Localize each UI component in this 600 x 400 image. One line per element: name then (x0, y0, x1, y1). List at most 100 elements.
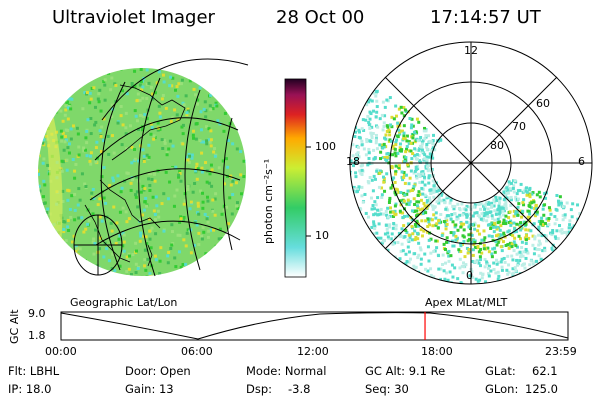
aurora-pixel (385, 152, 389, 156)
image-pixel (220, 237, 224, 241)
image-pixel (57, 251, 61, 255)
image-pixel (40, 274, 44, 276)
image-pixel (68, 249, 72, 253)
aurora-pixel (537, 233, 541, 237)
aurora-pixel (397, 107, 401, 111)
aurora-pixel (491, 284, 494, 287)
image-pixel (243, 115, 246, 119)
aurora-pixel (392, 117, 396, 121)
aurora-pixel (570, 215, 574, 219)
aurora-pixel (399, 129, 403, 133)
image-pixel (139, 231, 143, 235)
aurora-pixel (413, 153, 417, 157)
aurora-pixel (460, 202, 464, 206)
aurora-pixel (480, 238, 484, 242)
aurora-pixel (401, 211, 405, 215)
image-pixel (68, 97, 72, 101)
image-pixel (110, 134, 114, 138)
image-pixel (128, 124, 132, 128)
image-pixel (179, 82, 183, 86)
image-pixel (149, 85, 153, 89)
image-pixel (153, 213, 157, 217)
aurora-pixel (433, 188, 437, 192)
image-pixel (218, 227, 222, 231)
aurora-pixel (422, 201, 426, 205)
image-pixel (84, 184, 88, 188)
image-pixel (143, 264, 147, 268)
aurora-pixel (408, 236, 412, 240)
image-pixel (148, 217, 152, 221)
image-pixel (71, 124, 75, 128)
aurora-pixel (388, 133, 392, 137)
aurora-pixel (544, 234, 548, 238)
aurora-pixel (421, 139, 425, 143)
image-pixel (181, 263, 185, 267)
image-pixel (194, 137, 198, 141)
image-pixel (240, 68, 244, 70)
aurora-pixel (531, 191, 535, 195)
aurora-pixel (442, 198, 446, 202)
image-pixel (127, 267, 131, 271)
aurora-pixel (407, 140, 411, 144)
image-pixel (240, 192, 244, 196)
aurora-pixel (370, 136, 374, 140)
image-pixel (52, 89, 56, 93)
image-pixel (185, 111, 189, 115)
image-pixel (112, 205, 116, 209)
aurora-pixel (394, 227, 398, 231)
aurora-pixel (493, 209, 497, 213)
aurora-pixel (382, 125, 386, 129)
aurora-pixel (420, 186, 424, 190)
image-pixel (244, 84, 246, 88)
image-pixel (217, 78, 221, 82)
aurora-pixel (500, 257, 504, 261)
aurora-pixel (443, 201, 447, 205)
image-pixel (239, 257, 243, 261)
aurora-pixel (535, 210, 539, 214)
aurora-pixel (445, 240, 449, 244)
aurora-pixel (429, 267, 433, 271)
image-pixel (69, 127, 73, 131)
lat-label-70: 70 (512, 120, 526, 133)
aurora-pixel (375, 90, 379, 94)
aurora-pixel (545, 217, 549, 221)
image-pixel (187, 152, 191, 156)
image-pixel (68, 207, 72, 211)
aurora-pixel (407, 250, 411, 254)
aurora-pixel (562, 230, 566, 234)
aurora-pixel (406, 238, 410, 242)
image-pixel (145, 153, 149, 157)
aurora-pixel (490, 214, 494, 218)
aurora-pixel (543, 221, 547, 225)
aurora-pixel (483, 265, 487, 269)
image-pixel (76, 132, 80, 136)
aurora-pixel (524, 228, 528, 232)
image-pixel (49, 247, 53, 251)
aurora-pixel (491, 223, 495, 227)
image-pixel (204, 161, 208, 165)
aurora-pixel (479, 202, 483, 206)
aurora-pixel (565, 230, 569, 234)
image-pixel (134, 195, 138, 199)
image-pixel (92, 73, 96, 77)
aurora-pixel (419, 198, 423, 202)
image-pixel (66, 106, 70, 110)
aurora-pixel (496, 240, 500, 244)
image-pixel (181, 101, 185, 105)
aurora-pixel (557, 252, 561, 256)
aurora-pixel (551, 231, 555, 235)
aurora-pixel (500, 208, 504, 212)
info-gc-alt: GC Alt: 9.1 Re (365, 364, 446, 378)
aurora-pixel (507, 263, 511, 267)
aurora-pixel (495, 227, 499, 231)
aurora-pixel (426, 165, 430, 169)
aurora-pixel (460, 264, 464, 268)
aurora-pixel (419, 257, 423, 261)
aurora-pixel (381, 100, 385, 104)
aurora-pixel (529, 229, 533, 233)
image-pixel (165, 151, 169, 155)
aurora-pixel (486, 207, 490, 211)
image-pixel (212, 150, 216, 154)
info-dsp-value: -3.8 (288, 382, 311, 396)
aurora-pixel (547, 218, 551, 222)
